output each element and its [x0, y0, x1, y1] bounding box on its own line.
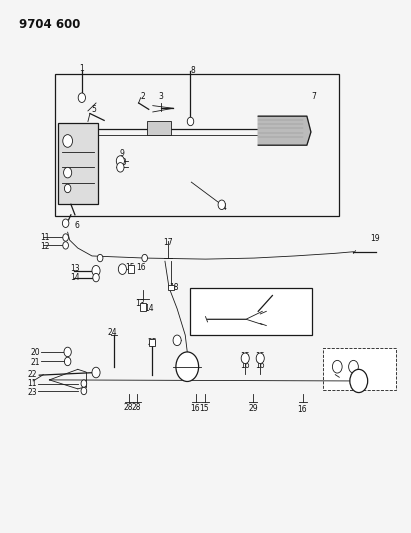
- Text: 28: 28: [132, 403, 141, 413]
- Text: 15: 15: [126, 263, 135, 272]
- Circle shape: [176, 352, 199, 382]
- Text: 8: 8: [191, 66, 196, 75]
- Text: 11: 11: [27, 379, 37, 388]
- Text: 29: 29: [249, 405, 258, 414]
- Text: 21: 21: [30, 358, 40, 367]
- Circle shape: [142, 254, 148, 262]
- Bar: [58, 123, 98, 204]
- Circle shape: [78, 93, 85, 102]
- Text: 16: 16: [136, 263, 145, 272]
- Text: 13: 13: [135, 299, 145, 308]
- Text: 9704 600: 9704 600: [19, 18, 81, 31]
- Text: 6: 6: [74, 221, 79, 230]
- Circle shape: [118, 264, 127, 274]
- Bar: [323, 348, 396, 391]
- Text: 28: 28: [124, 403, 133, 413]
- Text: 24: 24: [107, 328, 117, 337]
- Text: 14: 14: [144, 304, 154, 313]
- Text: 15: 15: [332, 358, 341, 364]
- Text: 9: 9: [120, 149, 125, 158]
- Bar: [140, 303, 146, 311]
- Text: 14: 14: [70, 273, 80, 282]
- Text: 12: 12: [41, 242, 50, 251]
- Text: 23: 23: [27, 387, 37, 397]
- Text: 25: 25: [147, 338, 157, 347]
- Text: 3: 3: [159, 92, 163, 101]
- Text: 15: 15: [255, 352, 265, 361]
- Circle shape: [64, 347, 71, 357]
- Text: 11: 11: [41, 233, 50, 242]
- Circle shape: [92, 265, 100, 276]
- Circle shape: [92, 367, 100, 378]
- Circle shape: [350, 369, 368, 393]
- Circle shape: [332, 360, 342, 373]
- Circle shape: [349, 360, 358, 373]
- Circle shape: [63, 135, 72, 147]
- Circle shape: [62, 219, 69, 228]
- Text: 20: 20: [30, 348, 40, 357]
- Bar: [190, 288, 312, 335]
- Text: 5: 5: [92, 106, 97, 115]
- Text: 1: 1: [79, 63, 84, 72]
- Text: 16: 16: [297, 406, 307, 415]
- Text: 16: 16: [255, 361, 265, 370]
- Bar: [168, 285, 174, 290]
- Text: 16: 16: [336, 366, 344, 372]
- Circle shape: [63, 234, 69, 241]
- Circle shape: [81, 387, 87, 394]
- Circle shape: [65, 184, 71, 192]
- Text: 13: 13: [70, 264, 80, 273]
- Text: 4: 4: [221, 203, 226, 212]
- Text: 22: 22: [27, 369, 37, 378]
- Circle shape: [64, 167, 72, 178]
- Text: 15: 15: [199, 405, 209, 414]
- Text: 10: 10: [118, 158, 127, 167]
- Circle shape: [116, 156, 125, 166]
- Text: 15: 15: [348, 358, 357, 364]
- Text: 19: 19: [253, 302, 262, 308]
- Bar: [147, 122, 171, 135]
- Text: 7: 7: [312, 92, 316, 101]
- Text: 19: 19: [370, 234, 380, 243]
- Bar: [128, 265, 134, 273]
- Circle shape: [117, 163, 124, 172]
- Circle shape: [97, 254, 103, 262]
- Text: 16: 16: [240, 361, 250, 370]
- Text: 27: 27: [353, 366, 363, 372]
- Bar: [149, 340, 155, 345]
- Circle shape: [218, 200, 225, 209]
- Text: 26: 26: [182, 362, 192, 370]
- Circle shape: [63, 241, 69, 249]
- Text: (4WD): (4WD): [338, 383, 360, 390]
- Circle shape: [256, 353, 264, 364]
- Circle shape: [173, 335, 181, 345]
- Circle shape: [241, 353, 249, 364]
- Circle shape: [65, 357, 71, 366]
- Text: 18: 18: [169, 283, 179, 292]
- Text: 15: 15: [240, 352, 250, 361]
- Text: 16: 16: [191, 405, 200, 414]
- Bar: [55, 74, 339, 216]
- Circle shape: [81, 380, 87, 387]
- Circle shape: [187, 117, 194, 126]
- Text: 17: 17: [164, 238, 173, 247]
- Polygon shape: [258, 116, 311, 145]
- Circle shape: [93, 273, 99, 282]
- Text: 2: 2: [140, 92, 145, 101]
- Text: (4WD): (4WD): [191, 303, 213, 309]
